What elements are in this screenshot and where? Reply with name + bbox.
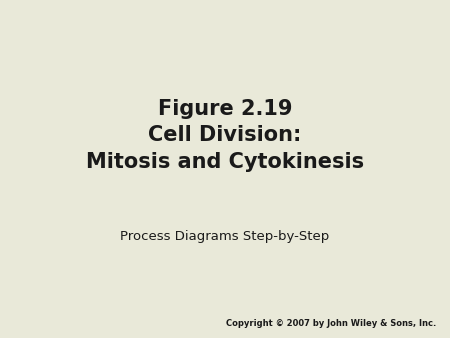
Text: Figure 2.19
Cell Division:
Mitosis and Cytokinesis: Figure 2.19 Cell Division: Mitosis and C… xyxy=(86,99,364,172)
Text: Process Diagrams Step-by-Step: Process Diagrams Step-by-Step xyxy=(121,230,329,243)
Text: Copyright © 2007 by John Wiley & Sons, Inc.: Copyright © 2007 by John Wiley & Sons, I… xyxy=(226,319,436,328)
